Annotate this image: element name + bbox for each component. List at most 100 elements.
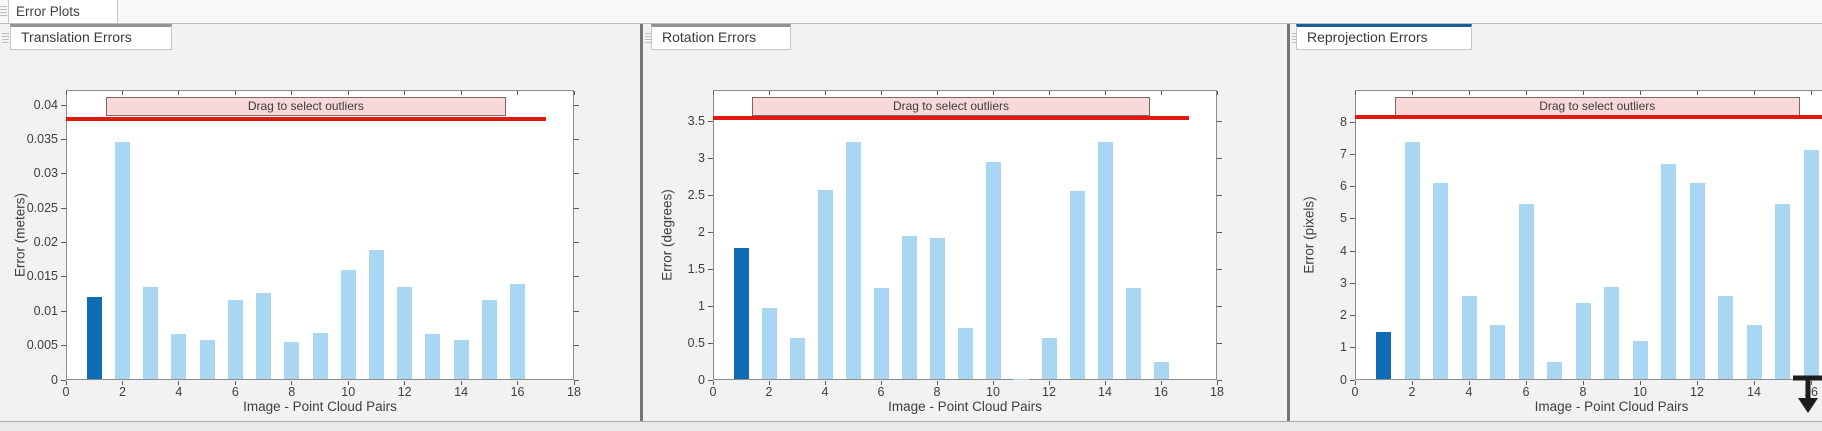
bar[interactable] <box>1069 191 1085 379</box>
x-axis-label: Image - Point Cloud Pairs <box>888 399 1042 414</box>
y-tick <box>1217 379 1222 381</box>
y-tick-label: 0.01 <box>33 303 58 318</box>
bar[interactable] <box>761 307 777 379</box>
bar[interactable] <box>1718 296 1733 379</box>
y-tick <box>1350 186 1355 188</box>
bar[interactable] <box>510 283 526 379</box>
bar-highlighted[interactable] <box>733 247 749 379</box>
bar[interactable] <box>817 190 833 379</box>
y-tick <box>1217 195 1222 197</box>
bar[interactable] <box>481 299 497 379</box>
bar[interactable] <box>284 341 300 379</box>
outlier-select-band[interactable]: Drag to select outliers <box>752 97 1150 116</box>
x-tick-label: 12 <box>397 385 412 399</box>
bar[interactable] <box>1041 337 1057 379</box>
bar[interactable] <box>453 340 469 379</box>
x-tick-label: 18 <box>1210 385 1224 399</box>
y-tick <box>574 138 579 140</box>
bar[interactable] <box>985 161 1001 379</box>
outlier-select-band[interactable]: Drag to select outliers <box>105 97 507 116</box>
x-tick <box>234 91 236 95</box>
y-tick-label: 1 <box>698 298 705 313</box>
y-tick-label: 0 <box>698 372 705 387</box>
drag-grip-icon[interactable] <box>0 4 8 18</box>
bar[interactable] <box>1097 141 1113 379</box>
x-tick-label: 2 <box>765 385 773 399</box>
tab-error-plots[interactable]: Error Plots <box>8 0 118 23</box>
y-tick-label: 0.03 <box>33 166 58 181</box>
bar[interactable] <box>114 141 130 379</box>
y-tick <box>708 379 713 381</box>
bar[interactable] <box>1775 204 1790 379</box>
y-tick <box>1350 315 1355 317</box>
bar[interactable] <box>143 287 159 379</box>
bar-highlighted[interactable] <box>86 296 102 379</box>
x-tick-label: 4 <box>821 385 829 399</box>
bar[interactable] <box>957 327 973 379</box>
bar[interactable] <box>1013 378 1029 380</box>
bar[interactable] <box>901 236 917 379</box>
bar[interactable] <box>1490 325 1505 379</box>
bar[interactable] <box>171 333 187 379</box>
bar[interactable] <box>1661 164 1676 379</box>
x-tick-label: 8 <box>933 385 941 399</box>
bar[interactable] <box>256 292 272 379</box>
drag-grip-icon[interactable] <box>645 31 653 45</box>
x-tick <box>1639 381 1641 385</box>
y-tick <box>574 276 579 278</box>
x-tick <box>712 381 714 385</box>
bar[interactable] <box>1518 204 1534 379</box>
y-axis-label-text: Error (degrees) <box>659 189 675 281</box>
x-tick <box>1048 381 1050 385</box>
panel-splitter[interactable] <box>1287 24 1290 421</box>
x-tick-label: 10 <box>1633 385 1647 399</box>
bar[interactable] <box>1125 287 1141 379</box>
y-tick-label: 0.04 <box>33 97 58 112</box>
bar[interactable] <box>1547 362 1562 379</box>
bar[interactable] <box>1404 141 1420 379</box>
threshold-line[interactable] <box>713 116 1189 121</box>
y-tick <box>61 310 66 312</box>
bar[interactable] <box>397 287 413 379</box>
bar[interactable] <box>199 340 215 379</box>
y-tick <box>574 345 579 347</box>
bar[interactable] <box>1689 183 1705 379</box>
x-tick-label: 10 <box>341 385 356 399</box>
bar[interactable] <box>425 333 441 379</box>
dock-down-arrow-icon[interactable] <box>1786 366 1822 424</box>
bar[interactable] <box>789 337 805 379</box>
y-tick-label: 0.035 <box>26 131 58 146</box>
bar[interactable] <box>1433 183 1448 379</box>
bar[interactable] <box>1575 302 1591 379</box>
threshold-line[interactable] <box>66 116 546 121</box>
y-tick <box>61 242 66 244</box>
drag-grip-icon[interactable] <box>2 31 10 45</box>
bar[interactable] <box>1153 361 1169 379</box>
outlier-select-band[interactable]: Drag to select outliers <box>1394 97 1800 116</box>
tab-rotation-errors[interactable]: Rotation Errors <box>651 24 791 50</box>
tab-translation-errors[interactable]: Translation Errors <box>10 24 172 50</box>
bar[interactable] <box>929 238 945 379</box>
x-tick <box>1582 91 1584 95</box>
tab-reprojection-errors[interactable]: Reprojection Errors <box>1296 24 1472 50</box>
drag-grip-icon[interactable] <box>1292 31 1300 45</box>
bar[interactable] <box>1632 341 1648 379</box>
panel-splitter[interactable] <box>640 24 643 421</box>
bar[interactable] <box>312 333 328 379</box>
bar[interactable] <box>1803 149 1819 379</box>
bar[interactable] <box>1461 296 1477 379</box>
bar[interactable] <box>340 270 356 379</box>
threshold-line[interactable] <box>1355 115 1822 120</box>
x-tick-label: 12 <box>1690 385 1704 399</box>
x-tick <box>1160 381 1162 385</box>
bar[interactable] <box>1604 286 1619 379</box>
bar[interactable] <box>845 141 861 379</box>
bar[interactable] <box>368 250 384 379</box>
x-tick <box>1216 91 1218 95</box>
bar[interactable] <box>873 287 889 379</box>
bar[interactable] <box>227 299 243 379</box>
bar[interactable] <box>1746 325 1762 379</box>
bar-highlighted[interactable] <box>1376 331 1391 379</box>
x-tick-label: 16 <box>1154 385 1168 399</box>
x-tick <box>347 381 349 385</box>
